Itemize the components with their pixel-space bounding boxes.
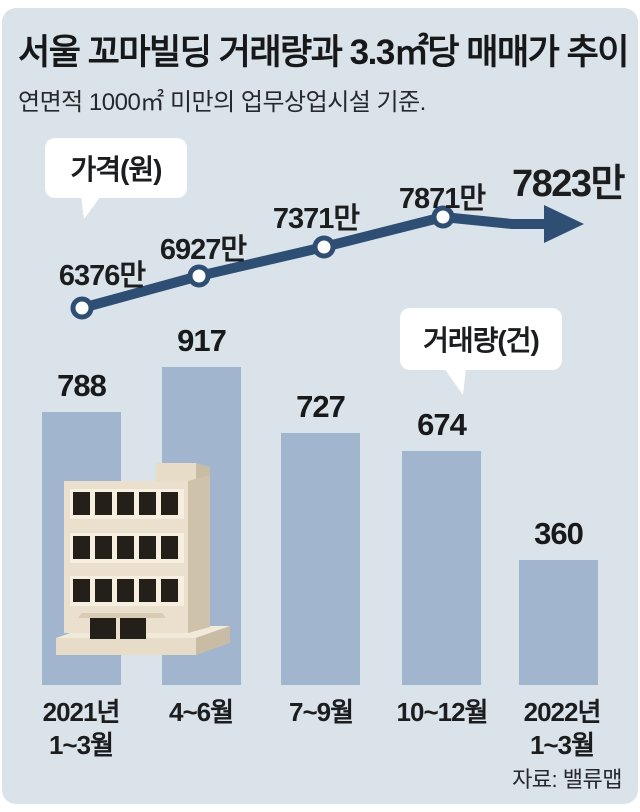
x-label-2022-q1: 2022년 1~3월 [523, 696, 602, 762]
price-label-2021-q4: 7871만 [398, 183, 486, 215]
price-label-2021-q1: 6376만 [58, 260, 146, 292]
price-line-chart [70, 205, 584, 320]
x-label-line: 1~3월 [48, 730, 114, 760]
bar-2022-q1: 360 [519, 516, 598, 685]
building-illustration [56, 463, 230, 655]
x-label-line: 2022년 [523, 697, 602, 727]
bubble-tail [444, 368, 466, 395]
point-marker [431, 205, 455, 229]
price-label-2021-q2: 6927만 [159, 234, 247, 266]
page-subtitle: 연면적 1000㎡ 미만의 업무상업시설 기준. [18, 89, 426, 116]
x-label-line: 10~12월 [396, 697, 489, 727]
x-label-line: 7~9월 [288, 697, 354, 727]
x-label-2021-q2: 4~6월 [168, 696, 234, 729]
price-label-2021-q3: 7371만 [272, 203, 360, 235]
price-label-2022-q1: 7823만 [512, 163, 626, 205]
page-title: 서울 꼬마빌딩 거래량과 3.3㎡당 매매가 추이 [18, 33, 629, 72]
price-legend-label: 가격(원) [70, 154, 163, 185]
point-marker [187, 264, 211, 288]
bar-value: 360 [534, 516, 584, 551]
x-label-line: 1~3월 [529, 730, 595, 760]
bar-value: 917 [177, 323, 227, 358]
price-line [77, 212, 555, 313]
bar-value: 674 [417, 407, 467, 442]
point-marker [312, 235, 336, 259]
x-label-line: 2021년 [42, 697, 121, 727]
x-label-2021-q4: 10~12월 [396, 696, 489, 729]
bar-2021-q4: 674 [402, 407, 481, 685]
bubble-tail [81, 196, 101, 219]
bar-value: 788 [57, 368, 107, 403]
x-label-2021-q1: 2021년 1~3월 [42, 696, 121, 762]
source-credit: 자료: 밸류맵 [512, 767, 622, 792]
point-marker [70, 296, 94, 320]
volume-legend-label: 거래량(건) [423, 325, 540, 356]
price-legend-bubble: 가격(원) [45, 138, 187, 219]
bar-2021-q3: 727 [281, 389, 360, 685]
x-label-2021-q3: 7~9월 [288, 696, 354, 729]
arrow-head-icon [544, 205, 584, 243]
bar-value: 727 [296, 389, 346, 424]
x-label-line: 4~6월 [168, 697, 234, 727]
infographic-card: 서울 꼬마빌딩 거래량과 3.3㎡당 매매가 추이 연면적 1000㎡ 미만의 … [2, 8, 638, 804]
volume-legend-bubble: 거래량(건) [400, 308, 562, 395]
